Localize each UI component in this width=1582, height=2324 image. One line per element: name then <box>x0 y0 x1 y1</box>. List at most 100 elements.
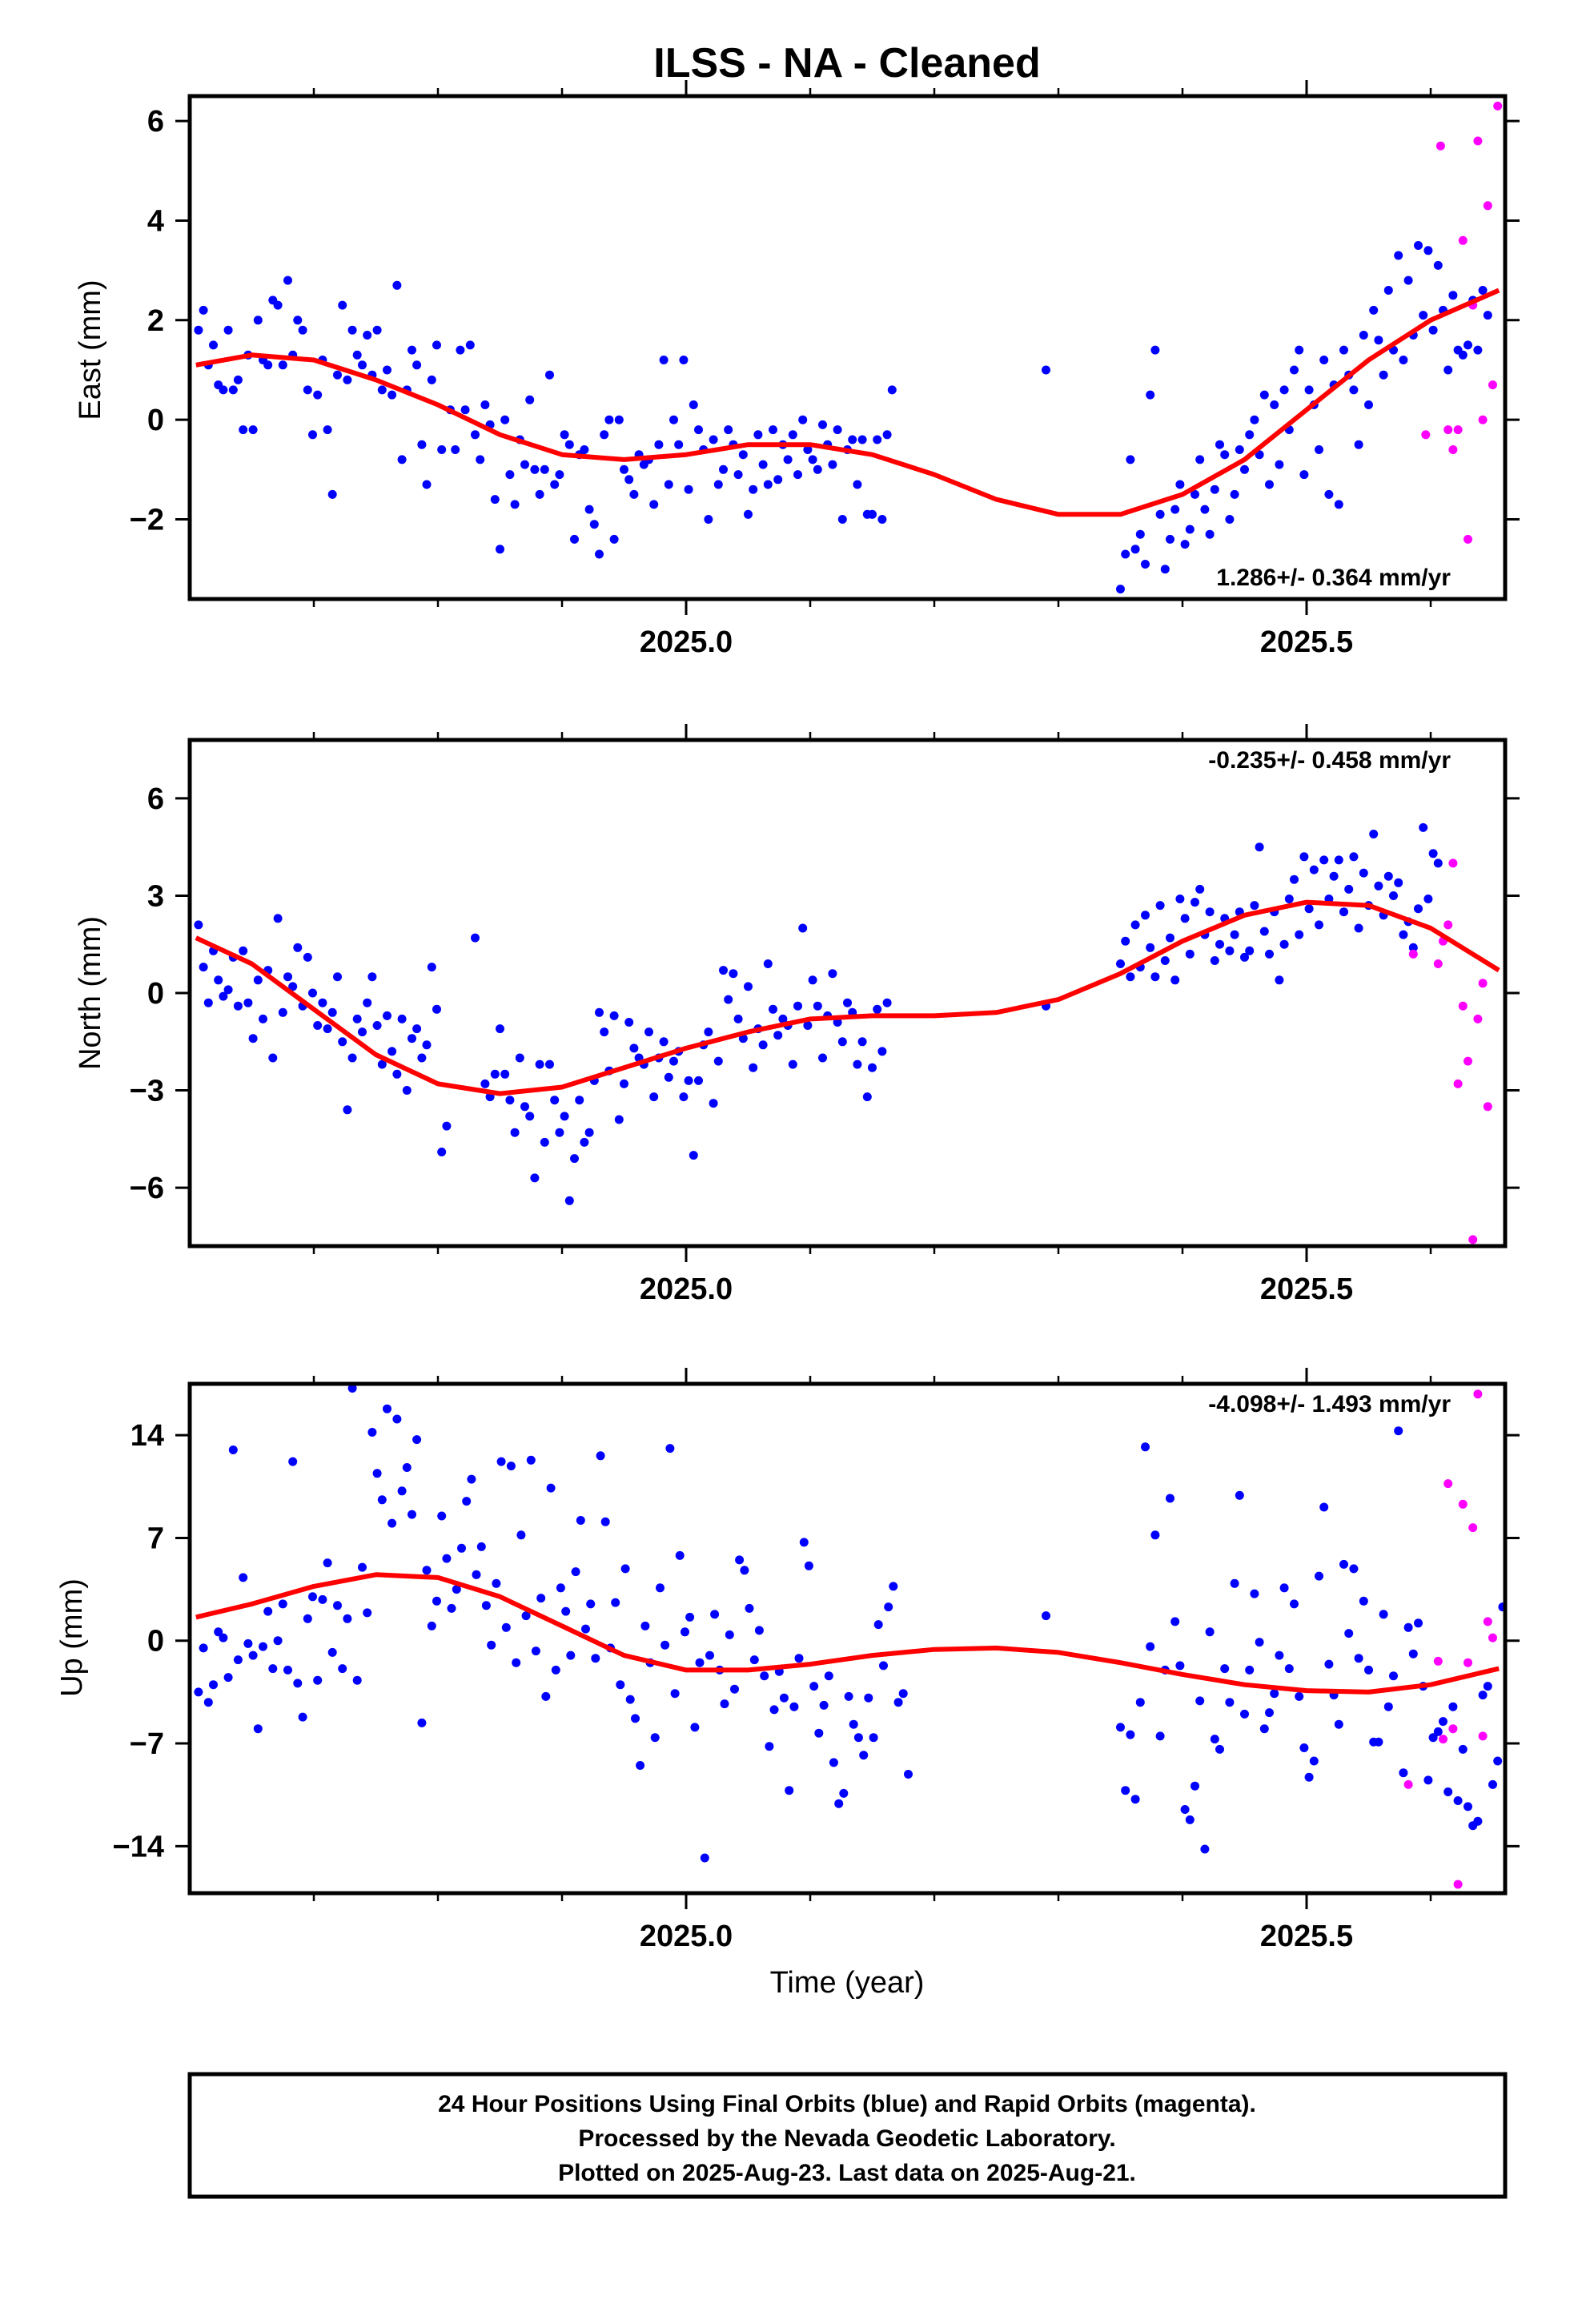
east-final-point <box>1235 445 1244 454</box>
north-final-point <box>1389 891 1398 900</box>
north-final-point <box>862 1092 872 1102</box>
up-final-point <box>1210 1735 1219 1744</box>
up-panel: -4.098+/- 1.493 mm/yr Up (mm) Time (year… <box>55 1368 1527 2000</box>
east-final-point <box>327 489 337 499</box>
east-final-point <box>719 464 728 474</box>
north-final-point <box>383 1011 391 1020</box>
north-final-point <box>233 1001 243 1011</box>
up-final-point <box>586 1599 596 1609</box>
north-final-point <box>1369 830 1379 838</box>
up-final-point <box>437 1511 447 1521</box>
up-final-point <box>1423 1775 1433 1785</box>
east-final-point <box>1220 450 1230 460</box>
east-final-point <box>1259 390 1269 400</box>
up-final-point <box>452 1585 461 1594</box>
up-final-point <box>1195 1696 1205 1706</box>
up-final-point <box>745 1603 754 1613</box>
east-final-point <box>808 455 817 464</box>
north-final-point <box>367 972 377 982</box>
east-final-point <box>709 435 718 444</box>
up-y-axis-label: Up (mm) <box>55 1578 89 1697</box>
east-final-point <box>1403 275 1413 285</box>
east-final-point <box>303 385 312 395</box>
up-final-point <box>1518 1768 1527 1777</box>
up-final-point <box>661 1640 670 1650</box>
up-final-point <box>233 1655 243 1665</box>
up-final-point <box>273 1636 283 1646</box>
east-final-point <box>763 480 773 489</box>
up-rapid-point <box>1478 1731 1488 1741</box>
north-final-point <box>773 1031 783 1040</box>
up-final-point <box>1299 1743 1309 1752</box>
up-final-point <box>1275 1651 1284 1660</box>
up-final-point <box>1339 1559 1348 1569</box>
up-final-point <box>576 1516 585 1525</box>
north-final-point <box>303 952 312 962</box>
east-final-point <box>1215 440 1224 449</box>
up-final-point <box>556 1583 565 1593</box>
up-final-point <box>506 1462 516 1471</box>
up-final-point <box>853 1733 863 1743</box>
north-final-point <box>442 1121 452 1131</box>
east-final-point <box>679 356 689 364</box>
north-final-point <box>347 1053 357 1063</box>
east-x-tick-label: 2025.5 <box>1260 625 1353 659</box>
up-rapid-point <box>1464 1658 1472 1667</box>
up-final-point <box>293 1679 303 1688</box>
east-final-point <box>194 325 203 335</box>
up-final-point <box>893 1698 903 1707</box>
north-final-point <box>808 975 817 985</box>
up-final-point <box>239 1573 248 1582</box>
north-final-point <box>510 1128 520 1137</box>
east-final-point <box>733 470 743 480</box>
east-final-point <box>545 370 554 380</box>
up-final-point <box>476 1542 486 1551</box>
up-final-point <box>785 1786 794 1795</box>
up-final-point <box>1319 1502 1329 1512</box>
north-final-point <box>713 1056 723 1066</box>
up-final-point <box>799 1538 809 1547</box>
up-final-point <box>1141 1442 1150 1452</box>
up-final-point <box>363 1608 372 1618</box>
east-final-point <box>738 450 748 460</box>
north-final-point <box>308 988 317 998</box>
north-final-point <box>1250 901 1259 911</box>
east-final-point <box>323 425 332 435</box>
up-final-point <box>1175 1661 1185 1671</box>
up-final-point <box>844 1691 853 1701</box>
up-final-point <box>749 1655 759 1665</box>
up-final-point <box>551 1665 560 1675</box>
north-final-point <box>352 1014 362 1023</box>
east-final-point <box>1150 345 1160 355</box>
north-final-point <box>1146 943 1155 952</box>
east-final-point <box>1458 350 1468 360</box>
north-final-point <box>520 1102 529 1112</box>
up-final-point <box>1279 1583 1289 1593</box>
north-final-point <box>1419 822 1428 832</box>
east-final-point <box>422 480 432 489</box>
north-final-point <box>729 969 738 979</box>
east-final-point <box>1319 356 1329 364</box>
east-final-point <box>1290 365 1299 375</box>
north-final-point <box>1383 871 1393 881</box>
east-final-point <box>1042 365 1050 375</box>
east-final-point <box>629 489 639 499</box>
east-final-point <box>1160 565 1170 574</box>
up-final-point <box>1439 1717 1447 1727</box>
up-final-point <box>591 1654 600 1663</box>
east-final-point <box>1428 325 1438 335</box>
north-final-point <box>1315 920 1323 930</box>
east-final-point <box>223 325 233 335</box>
north-final-point <box>1354 923 1363 933</box>
east-final-point <box>813 464 822 474</box>
north-final-point <box>1245 946 1255 955</box>
east-final-point <box>510 500 520 509</box>
up-rapid-point <box>1458 1499 1468 1509</box>
up-final-point <box>402 1463 412 1472</box>
up-final-point <box>1428 1733 1438 1743</box>
east-final-point <box>1141 560 1150 569</box>
east-final-point <box>456 345 465 355</box>
up-final-point <box>1394 1426 1403 1436</box>
up-final-point <box>829 1758 838 1767</box>
north-final-point <box>219 991 228 1001</box>
